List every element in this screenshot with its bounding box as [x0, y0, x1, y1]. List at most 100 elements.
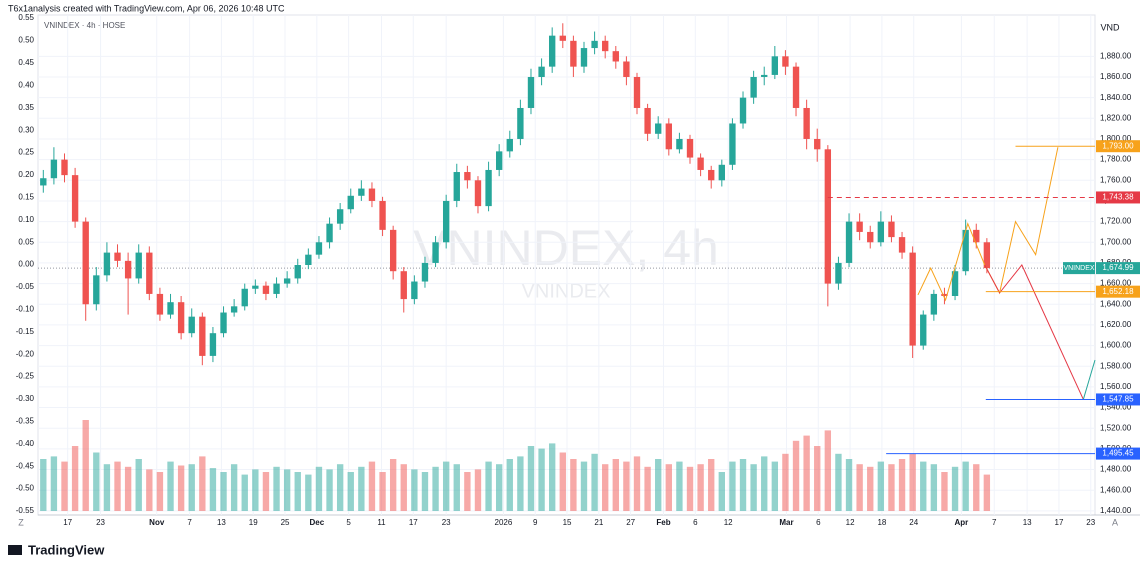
candle-body — [920, 314, 927, 346]
volume-bar — [623, 461, 630, 511]
price-label-box — [1096, 285, 1140, 298]
candle-body — [177, 302, 185, 334]
volume-bar — [867, 466, 874, 511]
price-label: 1,547.85 — [1102, 395, 1134, 404]
candle-body — [347, 195, 354, 210]
volume-bar — [591, 453, 598, 511]
volume-bar — [421, 472, 429, 511]
y2-tick-label: -0.20 — [16, 349, 35, 358]
x-tick-label: 23 — [96, 518, 105, 527]
candle-body — [411, 281, 418, 300]
y-tick-label: 1,440.00 — [1100, 506, 1132, 515]
candle-body — [273, 283, 280, 294]
x-tick-label: 21 — [594, 518, 603, 527]
candle-body — [135, 252, 142, 279]
volume-bar — [877, 461, 885, 511]
volume-bar — [495, 464, 503, 511]
candle-body — [962, 229, 969, 272]
candle-body — [40, 178, 47, 186]
volume-bar — [167, 461, 174, 511]
volume-bar — [453, 464, 460, 511]
volume-bar — [973, 464, 980, 511]
axis-button[interactable]: Z — [18, 517, 24, 527]
volume-bar — [835, 453, 842, 511]
candle-body — [718, 164, 725, 181]
volume-bar — [336, 464, 344, 511]
volume-bar — [71, 446, 79, 511]
y2-tick-label: 0.55 — [18, 13, 34, 22]
watermark: VNINDEX, 4h — [413, 220, 719, 276]
volume-bar — [305, 474, 312, 511]
volume-bar — [156, 472, 164, 511]
candle-body — [697, 157, 704, 170]
price-label: 1,495.45 — [1102, 449, 1134, 458]
y2-tick-label: -0.25 — [16, 372, 35, 381]
candle-body — [930, 293, 938, 315]
volume-bar — [580, 461, 588, 511]
volume-bar — [845, 459, 853, 511]
y-tick-label: 1,880.00 — [1100, 51, 1132, 60]
volume-bar — [61, 461, 68, 511]
candle-body — [199, 316, 206, 356]
x-tick-label: 2026 — [495, 518, 513, 527]
candle-body — [792, 66, 800, 108]
candle-body — [686, 138, 694, 158]
x-tick-label: 25 — [281, 518, 290, 527]
volume-bar — [951, 466, 959, 511]
candle-body — [898, 237, 906, 253]
candle-body — [761, 74, 768, 77]
price-label-box — [1096, 447, 1140, 460]
y-tick-label: 1,720.00 — [1100, 217, 1132, 226]
y2-tick-label: -0.35 — [16, 416, 35, 425]
volume-bar — [655, 459, 662, 511]
volume-bar — [103, 464, 111, 511]
x-tick-label: 12 — [846, 518, 855, 527]
volume-bar — [432, 466, 439, 511]
y2-tick-label: 0.45 — [18, 58, 34, 67]
volume-bar — [633, 456, 641, 511]
x-tick-label: Nov — [149, 518, 165, 527]
candle-body — [283, 278, 291, 284]
volume-bar — [188, 464, 195, 511]
volume-bar — [559, 452, 566, 511]
y-tick-label: 1,460.00 — [1100, 485, 1132, 494]
candle-body — [71, 175, 79, 222]
volume-bar — [739, 459, 747, 511]
candle-body — [209, 333, 217, 356]
candle-body — [973, 229, 980, 243]
volume-bar — [262, 472, 270, 511]
candle-body — [983, 242, 991, 269]
y-tick-label: 1,640.00 — [1100, 299, 1132, 308]
volume-bar — [612, 459, 619, 511]
candle-body — [856, 221, 863, 232]
volume-bar — [920, 461, 927, 511]
y2-tick-label: 0.15 — [18, 192, 34, 201]
candle-body — [941, 293, 948, 296]
candle-body — [665, 123, 672, 150]
volume-bar — [824, 430, 832, 511]
candle-body — [612, 51, 619, 62]
axis-button[interactable]: A — [1112, 517, 1118, 527]
x-tick-label: 12 — [724, 518, 733, 527]
x-tick-label: 7 — [187, 518, 192, 527]
x-tick-label: 9 — [533, 518, 538, 527]
volume-bar — [124, 466, 132, 511]
x-tick-label: 23 — [1086, 518, 1095, 527]
candle-body — [495, 151, 503, 170]
y2-tick-label: -0.55 — [16, 506, 35, 515]
volume-bar — [114, 461, 121, 511]
candle-body — [676, 138, 683, 150]
y2-tick-label: -0.30 — [16, 394, 35, 403]
volume-bar — [40, 459, 47, 511]
volume-bar — [549, 443, 556, 511]
x-tick-label: 17 — [1055, 518, 1064, 527]
price-label-box — [1096, 393, 1140, 406]
volume-bar — [315, 466, 323, 511]
volume-bar — [686, 466, 694, 511]
x-tick-label: 27 — [626, 518, 635, 527]
candle-body — [326, 223, 333, 243]
volume-bar — [708, 459, 715, 511]
y2-tick-label: -0.45 — [16, 461, 35, 470]
price-label: 1,652.18 — [1102, 287, 1134, 296]
